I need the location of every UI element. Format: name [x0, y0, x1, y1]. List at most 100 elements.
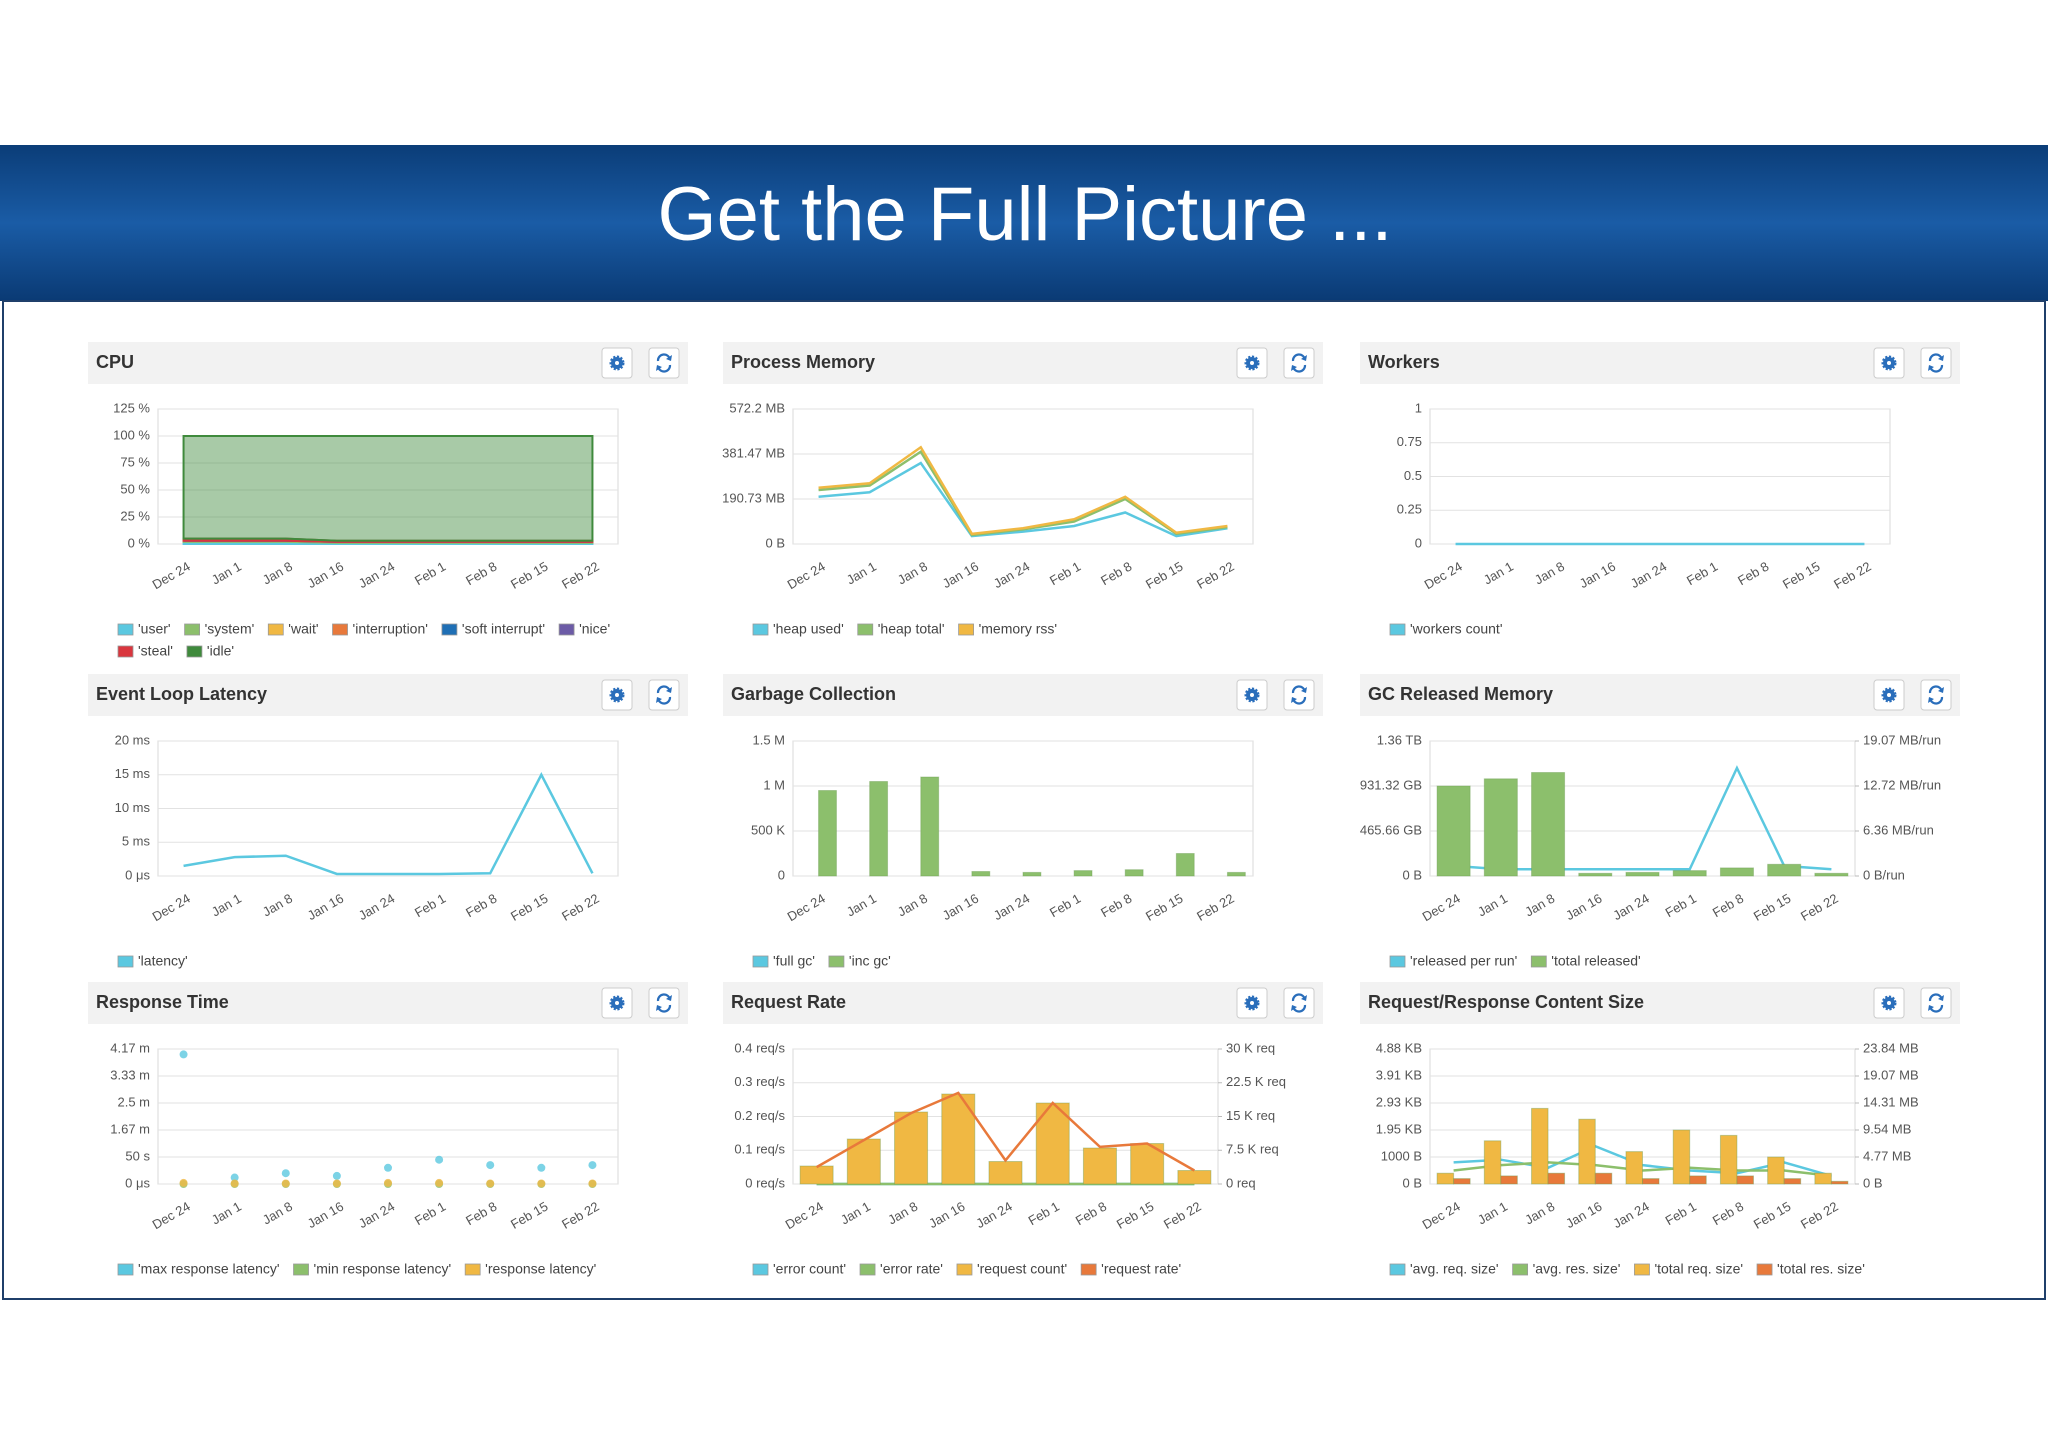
- legend-label: 'total released': [1551, 953, 1640, 969]
- bar: [1672, 1129, 1691, 1185]
- y-tick-label: 931.32 GB: [1360, 777, 1422, 792]
- bar: [1594, 1172, 1613, 1185]
- y2-tick-label: 14.31 MB: [1863, 1094, 1919, 1109]
- gear-hole: [615, 361, 619, 365]
- legend-label: 'heap total': [878, 621, 945, 637]
- legend-swatch: [752, 955, 769, 968]
- y-tick-label: 1.95 KB: [1376, 1121, 1422, 1136]
- legend-label: 'error count': [773, 1261, 846, 1277]
- bar: [1436, 1172, 1455, 1185]
- bar: [1578, 1118, 1596, 1185]
- y-tick-label: 50 %: [120, 481, 150, 496]
- gear-hole: [1250, 693, 1254, 697]
- point: [588, 1161, 597, 1170]
- area: [182, 435, 594, 542]
- panel-header: [723, 982, 1323, 1024]
- legend-label: 'max response latency': [138, 1261, 280, 1277]
- bar: [1483, 778, 1518, 877]
- legend-swatch: [117, 1263, 134, 1276]
- point: [435, 1155, 444, 1164]
- settings-button[interactable]: [1236, 987, 1268, 1019]
- refresh-button[interactable]: [1283, 679, 1315, 711]
- point: [281, 1169, 290, 1178]
- legend-label: 'full gc': [773, 953, 815, 969]
- legend-swatch: [441, 623, 458, 636]
- plot-area: [157, 408, 619, 545]
- settings-button[interactable]: [1236, 347, 1268, 379]
- y-tick-label: 10 ms: [115, 800, 151, 815]
- line: [818, 461, 1228, 538]
- bar: [1625, 1151, 1643, 1185]
- point: [537, 1179, 546, 1188]
- point: [537, 1163, 546, 1172]
- point: [179, 1050, 188, 1059]
- legend-label: 'latency': [138, 953, 188, 969]
- settings-button[interactable]: [601, 987, 633, 1019]
- legend-label: 'total req. size': [1654, 1261, 1743, 1277]
- legend-swatch: [752, 1263, 769, 1276]
- settings-button[interactable]: [1873, 679, 1905, 711]
- bar: [894, 1111, 929, 1185]
- y-tick-label: 1000 B: [1381, 1148, 1422, 1163]
- legend-label: 'avg. res. size': [1533, 1261, 1621, 1277]
- refresh-button[interactable]: [1920, 347, 1952, 379]
- settings-button[interactable]: [1236, 679, 1268, 711]
- point: [230, 1179, 239, 1188]
- refresh-button[interactable]: [648, 987, 680, 1019]
- refresh-button[interactable]: [1920, 987, 1952, 1019]
- refresh-button[interactable]: [1920, 679, 1952, 711]
- refresh-arrow: [1928, 995, 1944, 1011]
- y-tick-label: 0 B: [765, 535, 785, 550]
- settings-button[interactable]: [1873, 987, 1905, 1019]
- bar: [799, 1165, 834, 1185]
- refresh-arrow: [1928, 355, 1944, 371]
- legend-swatch: [184, 623, 200, 636]
- point: [332, 1171, 341, 1180]
- button-frame: [1283, 679, 1315, 711]
- bar: [988, 1161, 1023, 1185]
- line: [815, 1091, 1196, 1172]
- bar: [1719, 867, 1754, 877]
- settings-button[interactable]: [1873, 347, 1905, 379]
- legend-swatch: [1634, 1263, 1650, 1276]
- panel-title: CPU: [96, 352, 134, 372]
- panel-header: [88, 674, 688, 716]
- y-tick-label: 125 %: [113, 400, 150, 415]
- gear-hole: [1250, 1001, 1254, 1005]
- refresh-button[interactable]: [1283, 347, 1315, 379]
- bar: [818, 790, 837, 877]
- point: [230, 1173, 239, 1182]
- y2-tick-label: 12.72 MB/run: [1863, 777, 1941, 792]
- y-tick-label: 0.5: [1404, 468, 1422, 483]
- button-frame: [1283, 347, 1315, 379]
- y-tick-label: 4.88 KB: [1376, 1040, 1422, 1055]
- refresh-button[interactable]: [648, 679, 680, 711]
- y-tick-label: 0: [778, 867, 785, 882]
- settings-button[interactable]: [601, 679, 633, 711]
- refresh-arrow: [1291, 687, 1307, 703]
- legend-label: 'user': [138, 621, 171, 637]
- panel-title: Response Time: [96, 992, 229, 1012]
- panel-title: Garbage Collection: [731, 684, 896, 704]
- y-tick-label: 3.33 m: [110, 1067, 150, 1082]
- bar: [1022, 871, 1042, 877]
- legend-swatch: [956, 1263, 973, 1276]
- y2-tick-label: 15 K req: [1226, 1108, 1275, 1123]
- button-frame: [648, 987, 680, 1019]
- gear-hole: [615, 1001, 619, 1005]
- panel-title: Request Rate: [731, 992, 846, 1012]
- y2-tick-label: 19.07 MB/run: [1863, 732, 1941, 747]
- y-tick-label: 75 %: [120, 454, 150, 469]
- point: [281, 1179, 290, 1188]
- bar: [1483, 1140, 1502, 1185]
- bar: [1175, 853, 1195, 877]
- settings-button[interactable]: [601, 347, 633, 379]
- legend-swatch: [859, 1263, 876, 1276]
- refresh-button[interactable]: [1283, 987, 1315, 1019]
- bar: [1578, 872, 1613, 877]
- refresh-button[interactable]: [648, 347, 680, 379]
- y-tick-label: 0 B: [1402, 867, 1422, 882]
- bar: [1124, 869, 1144, 877]
- legend-swatch: [1080, 1263, 1097, 1276]
- bar: [1226, 871, 1246, 877]
